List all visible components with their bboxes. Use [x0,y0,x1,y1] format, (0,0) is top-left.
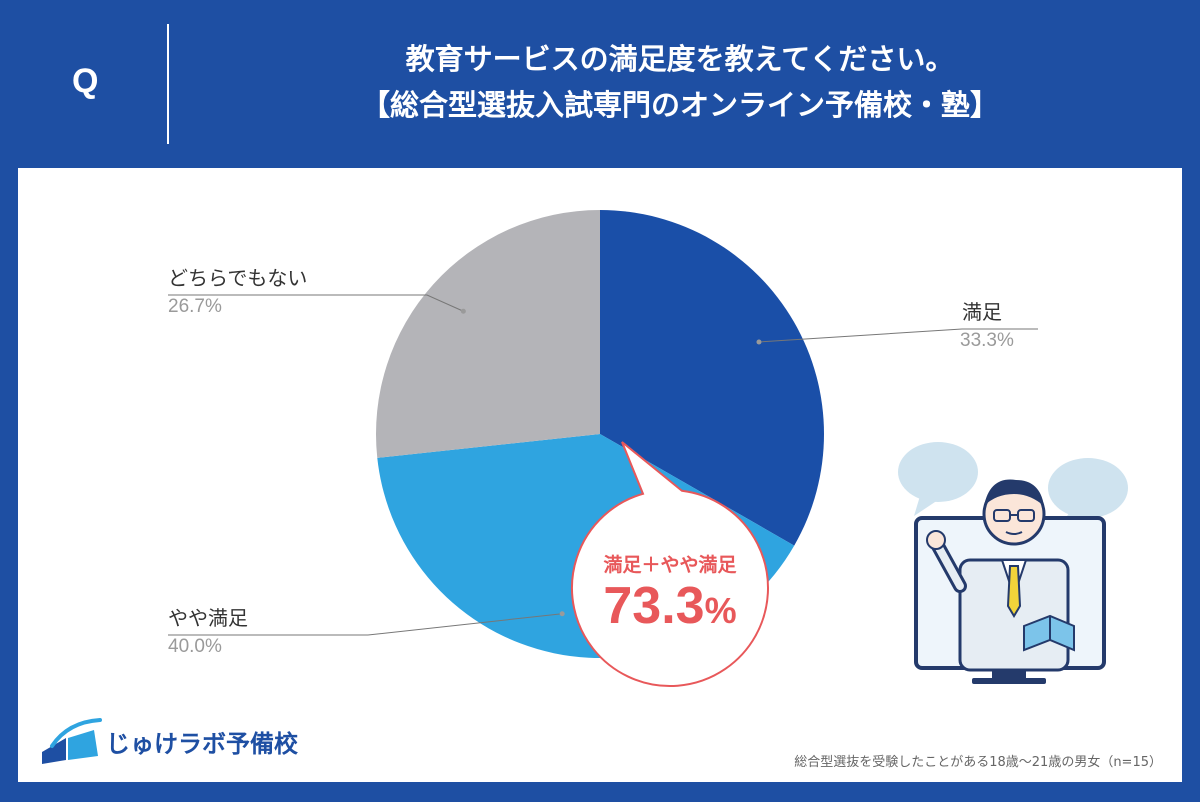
teacher-on-monitor-icon [898,442,1128,684]
callout-value-unit: % [704,590,737,631]
leader-dot-0 [756,339,762,345]
slice-value-yaya-manzoku: 40.0% [168,636,222,657]
chart-panel: 満足 33.3% やや満足 40.0% どちらでもない 26.7% 満足＋やや満… [18,168,1182,782]
callout-value: 73.3% [570,576,770,636]
pie-slice-0 [600,210,824,546]
header: Q 教育サービスの満足度を教えてください。 【総合型選抜入試専門のオンライン予備… [0,0,1200,168]
leader-line-1 [168,613,563,636]
callout-value-number: 73.3 [603,577,705,635]
logo-book-icon [42,718,102,764]
question-label: Q [72,62,99,100]
leader-line-2 [168,294,464,312]
header-divider [167,24,169,144]
pie-chart [168,210,1038,687]
logo-text: じゅけラボ予備校 [106,730,298,758]
callout-title: 満足＋やや満足 [603,554,737,576]
title-line-2: 【総合型選抜入試専門のオンライン予備校・塾】 [360,88,999,122]
title-line-1: 教育サービスの満足度を教えてください。 [405,42,955,76]
slice-label-yaya-manzoku: やや満足 [168,606,248,630]
leader-dot-1 [559,611,565,617]
leader-line-0 [758,328,1038,343]
slice-label-manzoku: 満足 [962,300,1002,324]
leader-dot-2 [460,308,466,314]
slice-value-dochira-demo-nai: 26.7% [168,296,222,317]
footnote: 総合型選抜を受験したことがある18歳〜21歳の男女（n=15） [794,755,1162,770]
slice-label-dochira-demo-nai: どちらでもない [168,266,308,290]
pie-slice-2 [375,210,600,458]
callout-bubble [571,441,769,687]
slice-value-manzoku: 33.3% [960,330,1014,351]
page-title: 教育サービスの満足度を教えてください。 【総合型選抜入試専門のオンライン予備校・… [180,36,1180,128]
